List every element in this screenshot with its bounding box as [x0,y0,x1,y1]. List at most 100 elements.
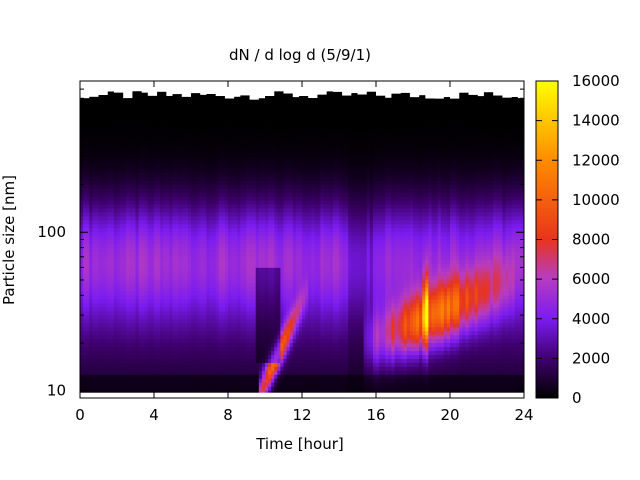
heatmap-cell [169,124,174,130]
heatmap-cell [258,148,263,153]
heatmap-cell [246,338,251,344]
heatmap-cell [224,180,229,185]
heatmap-cell [203,267,208,272]
heatmap-cell [228,136,232,142]
heatmap-cell [255,378,260,383]
heatmap-cell [178,136,183,142]
heatmap-cell [215,354,220,359]
heatmap-cell [150,239,155,245]
heatmap-cell [89,180,93,185]
heatmap-cell [209,346,214,352]
heatmap-cell [113,287,118,292]
heatmap-cell [203,271,208,276]
heatmap-cell [138,259,143,264]
heatmap-cell [172,164,177,169]
heatmap-cell [215,259,220,264]
heatmap-cell [110,326,115,332]
heatmap-cell [197,132,201,138]
heatmap-cell [80,140,84,145]
heatmap-cell [157,176,161,181]
heatmap-cell [166,291,171,296]
heatmap-cell [178,199,183,205]
heatmap-cell [110,156,115,161]
heatmap-cell [215,350,220,356]
heatmap-cell [138,354,143,359]
heatmap-cell [261,338,266,344]
heatmap-cell [141,144,146,149]
heatmap-cell [169,180,174,185]
heatmap-cell [215,342,220,348]
heatmap-cell [169,219,174,225]
heatmap-cell [194,215,198,221]
heatmap-cell [117,128,121,134]
heatmap-cell [160,310,164,316]
heatmap-cell [113,207,118,213]
heatmap-cell [184,294,189,300]
heatmap-cell [144,128,149,134]
heatmap-cell [126,310,130,316]
heatmap-cell [86,314,90,320]
heatmap-cell [141,152,146,157]
heatmap-cell [126,263,130,268]
heatmap-cell [203,136,208,142]
heatmap-cell [141,275,146,280]
heatmap-cell [120,302,124,308]
heatmap-cell [209,160,214,165]
heatmap-cell [191,263,195,268]
heatmap-cell [187,370,192,375]
heatmap-cell [224,275,229,280]
heatmap-cell [234,294,238,300]
heatmap-cell [249,334,254,340]
heatmap-cell [184,326,189,332]
heatmap-cell [255,287,260,292]
heatmap-cell [166,298,171,304]
heatmap-cell [178,243,183,249]
heatmap-cell [197,386,201,391]
heatmap-cell [249,390,254,395]
heatmap-cell [234,334,238,340]
heatmap-cell [191,176,195,181]
heatmap-cell [83,195,87,201]
heatmap-cell [178,144,183,149]
heatmap-cell [147,215,152,221]
heatmap-cell [228,259,232,264]
heatmap-cell [237,334,241,340]
heatmap-cell [120,350,124,356]
heatmap-cell [212,366,217,371]
heatmap-cell [86,310,90,316]
heatmap-cell [98,152,103,157]
heatmap-cell [138,195,143,201]
heatmap-cell [246,227,251,233]
heatmap-cell [163,239,167,245]
heatmap-cell [203,168,208,173]
heatmap-cell [129,223,134,229]
heatmap-cell [126,156,130,161]
heatmap-cell [129,219,134,225]
heatmap-cell [166,172,171,177]
heatmap-cell [261,366,266,371]
heatmap-cell [178,203,183,209]
heatmap-cell [203,291,208,296]
heatmap-cell [120,390,124,395]
heatmap-cell [271,271,275,276]
heatmap-cell [172,251,177,256]
heatmap-cell [206,342,211,348]
heatmap-cell [187,180,192,185]
heatmap-cell [98,330,103,336]
heatmap-cell [172,187,177,193]
heatmap-cell [104,168,109,173]
heatmap-cell [163,172,167,177]
heatmap-cell [187,378,192,383]
heatmap-cell [255,346,260,352]
heatmap-cell [157,164,161,169]
heatmap-cell [92,148,97,153]
heatmap-cell [203,330,208,336]
heatmap-cell [154,259,158,264]
heatmap-cell [215,390,220,395]
heatmap-cell [135,255,140,260]
heatmap-cell [237,354,241,359]
heatmap-cell [228,215,232,221]
heatmap-cell [169,136,174,142]
heatmap-cell [258,390,263,395]
heatmap-cell [237,187,241,193]
